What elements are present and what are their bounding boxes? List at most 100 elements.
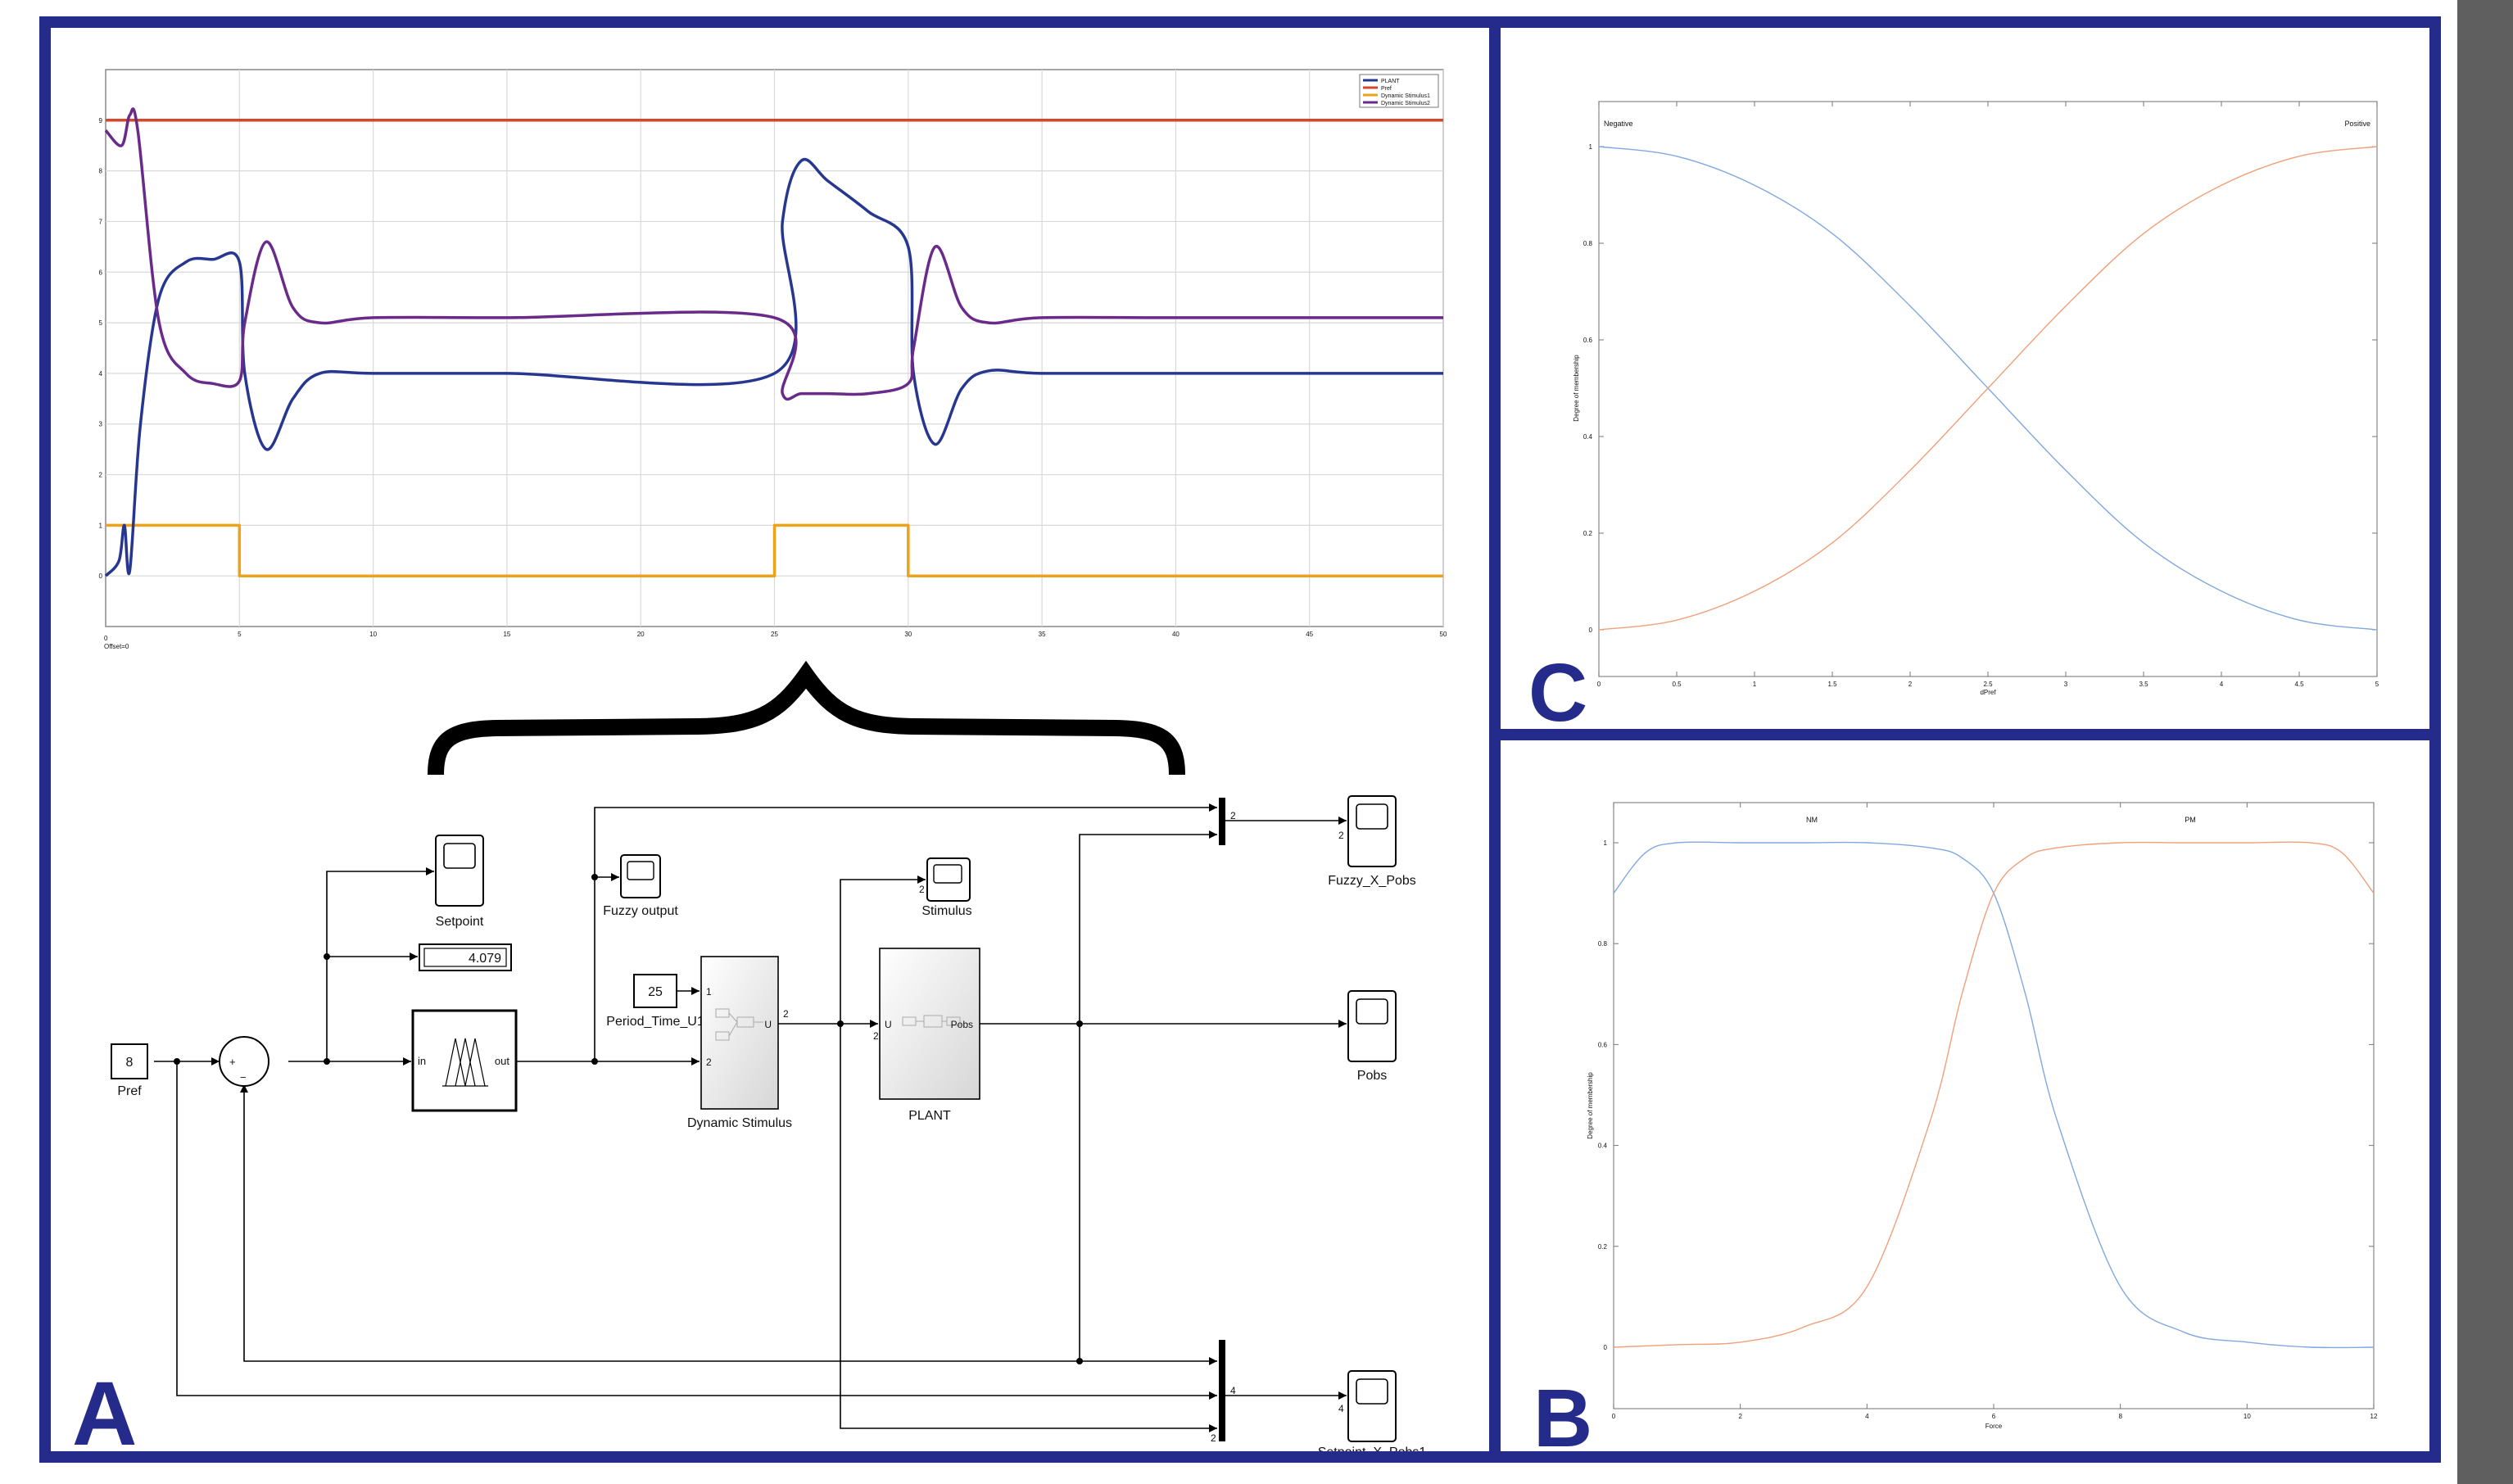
ds-output-port: U <box>764 1019 772 1030</box>
plot-b-ytick-label: 1 <box>1604 839 1608 847</box>
scope-ytick-label: 8 <box>99 168 103 175</box>
plant-output-port: Pobs <box>951 1019 973 1030</box>
scope-xtick-label: 10 <box>369 631 377 638</box>
plot-c-ytick-label: 0.4 <box>1583 433 1593 441</box>
setpoint-label: Setpoint <box>436 915 484 929</box>
scope-xtick-label: 20 <box>637 631 645 638</box>
scope-ytick-label: 6 <box>99 269 103 276</box>
plot-b-xtick-label: 12 <box>2370 1413 2378 1420</box>
fuzzy-x-pobs-label: Fuzzy_X_Pobs <box>1328 874 1416 888</box>
setpoint-x-pobs1-scope[interactable]: 4 Setpoint_X_Pobs1 <box>1318 1370 1427 1451</box>
fuzzy-controller-block[interactable]: in out <box>411 1009 518 1112</box>
fuzzy-x-pobs-scope[interactable]: 2 Fuzzy_X_Pobs <box>1328 795 1416 888</box>
scope-series-dynamic-stimulus1 <box>106 523 1443 577</box>
plot-c-xtick-label: 1 <box>1753 681 1757 688</box>
setpoint-x-pobs1-width: 4 <box>1338 1403 1344 1414</box>
scope-xtick-label: 50 <box>1440 631 1447 638</box>
plot-b-ytick-label: 0.2 <box>1598 1243 1608 1251</box>
plot-c-ticks: 0 0.5 1 1.5 2 2.5 3 3.5 4 4.5 5 0 0.2 0.4 0.6 0.8 1 <box>1583 102 2379 688</box>
plot-c-ytick-label: 0 <box>1589 627 1593 634</box>
plot-c-xtick-label: 1.5 <box>1827 681 1837 688</box>
stimulus-scope[interactable]: 2 Stimulus <box>919 857 972 918</box>
junction-dots <box>174 874 1083 1364</box>
curly-brace <box>428 660 1185 776</box>
plot-c-xtick-label: 0 <box>1597 681 1601 688</box>
plot-c-xtick-label: 3 <box>2064 681 2068 688</box>
mux-2-input-width: 2 <box>1211 1432 1216 1444</box>
display-block[interactable]: 4.079 <box>419 943 512 971</box>
arrowheads <box>211 803 1347 1432</box>
plot-c-negative-label: Negative <box>1604 120 1633 128</box>
scope-xtick-label: 45 <box>1306 631 1313 638</box>
display-value: 4.079 <box>469 952 501 966</box>
plot-c-curve-positive <box>1598 146 2378 631</box>
scope-legend: PLANT Pref Dynamic Stimulus1 Dynamic Sti… <box>1359 74 1439 108</box>
plot-c-xtick-label: 2 <box>1909 681 1913 688</box>
plant-input-port: U <box>885 1019 892 1030</box>
plot-b-xtick-label: 2 <box>1738 1413 1742 1420</box>
mux-2[interactable]: 4 2 <box>1211 1340 1236 1444</box>
panel-a-letter: A <box>72 1364 137 1451</box>
signal-lines <box>154 807 1347 1429</box>
fuzzy-output-scope[interactable]: Fuzzy output <box>603 854 678 918</box>
plot-c-ytick-label: 0.2 <box>1583 530 1593 537</box>
plot-c-xlabel: dPref <box>1980 689 1996 696</box>
ds-port-1: 1 <box>706 986 712 998</box>
stimulus-label: Stimulus <box>921 904 971 918</box>
plot-c-ylabel: Degree of membership <box>1573 355 1580 422</box>
scope-x-offset-label: Offset=0 <box>104 643 129 650</box>
plot-b-ylabel: Degree of membership <box>1587 1072 1594 1139</box>
scope-ytick-label: 5 <box>99 319 103 327</box>
panel-c: 0 0.5 1 1.5 2 2.5 3 3.5 4 4.5 5 0 0.2 0.4 0.6 0.8 1 Nega… <box>1489 16 2441 740</box>
panel-c-letter: C <box>1528 647 1587 729</box>
panel-a: 5 10 15 20 25 30 35 40 45 50 0 1 2 3 4 5 6 7 8 9 0 Offset=0… <box>39 16 1501 1463</box>
pobs-scope[interactable]: Pobs <box>1347 990 1397 1083</box>
mux-1[interactable]: 2 <box>1219 798 1236 845</box>
plant-subsystem[interactable]: U 2 Pobs PLANT <box>873 948 980 1123</box>
plot-b-xtick-label: 0 <box>1612 1413 1616 1420</box>
scope-ytick-label: 9 <box>99 117 103 124</box>
scope-ytick-label: 2 <box>99 472 103 479</box>
fuzzy-output-label: Fuzzy output <box>603 904 678 918</box>
legend-plant: PLANT <box>1381 79 1400 84</box>
ds-output-width: 2 <box>783 1008 789 1020</box>
legend-stim2: Dynamic Stimulus2 <box>1381 101 1430 106</box>
sum-minus-sign: − <box>240 1071 247 1084</box>
stimulus-width: 2 <box>919 884 925 895</box>
plot-b-xlabel: Force <box>1985 1423 2003 1430</box>
pobs-label: Pobs <box>1357 1069 1387 1083</box>
plot-c-xtick-label: 5 <box>2375 681 2379 688</box>
sum-plus-sign: + <box>229 1056 236 1068</box>
pref-constant-block[interactable]: 8 Pref <box>111 1043 148 1098</box>
period-constant-block[interactable]: 25 Period_Time_U1 <box>606 974 704 1029</box>
pref-label: Pref <box>117 1084 142 1098</box>
plot-c-ytick-label: 0.6 <box>1583 337 1593 344</box>
scope-ytick-label: 3 <box>99 421 103 428</box>
fuzzy-x-pobs-width: 2 <box>1338 830 1344 841</box>
scope-ytick-label: 4 <box>99 370 103 378</box>
dynamic-stimulus-subsystem[interactable]: 1 2 U 2 Dynamic Stimulus <box>687 956 792 1130</box>
ds-label: Dynamic Stimulus <box>687 1116 792 1130</box>
panel-b-letter: B <box>1533 1373 1592 1451</box>
plot-c-xtick-label: 0.5 <box>1672 681 1682 688</box>
sum-block[interactable]: + − <box>219 1036 269 1087</box>
subsystem-icon <box>715 1008 763 1041</box>
plot-b-nm-label: NM <box>1806 816 1818 824</box>
setpoint-scope[interactable]: Setpoint <box>435 835 484 929</box>
ds-port-2: 2 <box>706 1056 712 1068</box>
plant-label: PLANT <box>908 1109 951 1123</box>
membership-icon <box>442 1038 488 1087</box>
plot-b-ytick-label: 0.4 <box>1598 1142 1608 1150</box>
plot-b-series <box>1613 841 2375 1349</box>
fuzzy-out-port: out <box>495 1055 509 1067</box>
scope-ytick-label: 7 <box>99 218 103 225</box>
pref-value: 8 <box>126 1056 134 1070</box>
scope-xtick-label: 30 <box>904 631 912 638</box>
plot-c-xtick-label: 4 <box>2220 681 2224 688</box>
plot-c-xtick-label: 2.5 <box>1983 681 1993 688</box>
plot-b-curve-pm <box>1613 841 2375 1348</box>
plot-b-xtick-label: 6 <box>1992 1413 1996 1420</box>
plot-c-xtick-label: 4.5 <box>2294 681 2304 688</box>
